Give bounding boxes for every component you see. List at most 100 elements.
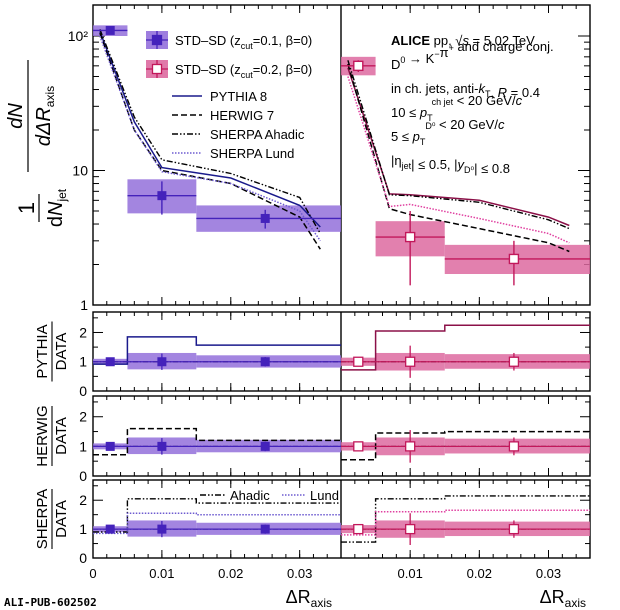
legend-std1-swatch-marker [151, 34, 163, 46]
info-seg: in ch. jets, anti- [391, 81, 478, 96]
left-ratio-marker [157, 357, 167, 367]
right-sherpa_ahadic-curve [347, 60, 570, 230]
info-seg: = 5.02 TeV [469, 33, 535, 48]
x-axis-label: ΔRaxis [286, 587, 332, 610]
left-sherpa_lund-curve [99, 35, 321, 242]
info-seg: c [498, 117, 505, 132]
info-seg: D⁰ [425, 121, 435, 131]
left-herwig-curve [99, 32, 321, 250]
legend-pythia-label: PYTHIA 8 [210, 89, 267, 104]
x-axis-label-sub: axis [565, 596, 586, 610]
legend-std1-label-sub: cut [241, 41, 254, 51]
x-axis-label-main: ΔR [540, 587, 565, 607]
info-seg: D [391, 57, 400, 72]
ratio-ylabel-data: DATA [53, 333, 70, 371]
ratio-ytick-label: 0 [79, 468, 87, 484]
right-ratio-marker [353, 523, 364, 535]
ylabel-ddr: dΔRaxis [33, 86, 57, 146]
left-ratio-marker [157, 524, 167, 534]
right-sherpa_lund-curve [347, 76, 570, 244]
ratio-ylabel-data: DATA [53, 500, 70, 538]
left-ratio-marker [260, 524, 270, 534]
info-seg: < 20 GeV/ [435, 117, 498, 132]
info-seg: π [440, 45, 449, 60]
info-seg: and charge conj. [454, 39, 554, 54]
x-tick-label: 0.01 [398, 566, 423, 581]
info-seg: D⁰ [464, 165, 474, 175]
left-ratio-marker [105, 357, 115, 367]
legend-std2-swatch-marker [151, 63, 163, 75]
info-line-2: D0 → K−π+ and charge conj. [391, 39, 554, 72]
ratio-legend-ahadic-label: Ahadic [230, 488, 270, 503]
left-ratio-pythia-step [93, 336, 341, 365]
x-axis-label: ΔRaxis [540, 587, 586, 610]
right-herwig-curve [347, 63, 570, 253]
ratio-y-label-2: HERWIG DATA [34, 405, 70, 466]
ylabel-d: d [45, 216, 67, 227]
info-seg: R [498, 85, 507, 100]
ratio-ytick-label: 0 [79, 550, 87, 566]
info-seg: + [449, 43, 454, 53]
right-ratio-sherpa_ahadic-step [341, 495, 590, 543]
ratio-y-label-3: SHERPA DATA [34, 489, 70, 550]
ratio-ytick-label: 2 [79, 324, 87, 340]
ylabel-njet-sub: jet [55, 188, 69, 202]
right-ratio-marker [405, 441, 416, 452]
x-tick-label: 0.01 [149, 566, 174, 581]
info-line-6: |ηjet| ≤ 0.5, |yD⁰| ≤ 0.8 [391, 153, 510, 176]
info-seg: , [490, 85, 497, 100]
info-seg: ALICE [391, 33, 430, 48]
info-seg: p [412, 129, 420, 144]
ratio-ytick-label: 1 [79, 438, 87, 454]
right-ratio-marker [508, 356, 520, 367]
legend-std2-label-a: STD–SD (z [175, 62, 241, 77]
right-ratio-marker [508, 523, 520, 535]
x-tick-label: 0.02 [218, 566, 243, 581]
info-seg: k [478, 81, 486, 96]
info-seg: |η [391, 153, 402, 168]
right-ratio-pythia-step [341, 324, 590, 371]
right-ratio-marker [405, 523, 416, 535]
info-seg: ch jet [432, 97, 454, 107]
ylabel-dn: dN [5, 103, 27, 129]
x-tick-label: 0.03 [287, 566, 312, 581]
legend-std2-label-sub: cut [241, 70, 254, 80]
info-seg: − [434, 49, 439, 59]
right-ratio-marker [508, 441, 520, 452]
legend-std1-label-a: STD–SD (z [175, 33, 241, 48]
ratio-ytick-label: 2 [79, 492, 87, 508]
left-data-marker-1 [157, 191, 167, 201]
ratio-ylabel-model: HERWIG [34, 405, 51, 466]
info-line-5: 5 ≤ pT D⁰ < 20 GeV/c [391, 117, 505, 147]
legend-sherpa_lund-label: SHERPA Lund [210, 146, 294, 161]
ylabel-n: N [45, 201, 67, 216]
info-seg: c [516, 93, 523, 108]
info-seg: → K [405, 51, 434, 66]
left-ratio-sherpa_ahadic-step [93, 498, 341, 533]
legend-std1-label-b: =0.1, β=0) [253, 33, 313, 48]
legend-sherpa_ahadic-label: SHERPA Ahadic [210, 127, 305, 142]
info-seg: y [457, 157, 466, 172]
info-seg: p [419, 105, 427, 120]
ylabel-njet: dNjet [45, 188, 69, 227]
ratio-ylabel-model: PYTHIA [34, 324, 51, 378]
right-data-marker-1 [404, 231, 416, 243]
y-tick-label: 10² [68, 28, 89, 44]
ratio-ytick-label: 0 [79, 383, 87, 399]
y-tick-label: 10 [72, 162, 88, 178]
left-ratio-marker [260, 357, 270, 367]
x-tick-label: 0 [89, 566, 96, 581]
left-ratio-herwig-step [93, 427, 341, 456]
left-pythia-curve [99, 31, 321, 228]
info-seg: 0 [400, 55, 405, 65]
legend-herwig-label: HERWIG 7 [210, 108, 274, 123]
info-seg: < 20 GeV/ [453, 93, 516, 108]
info-line-1: ALICE pp, √s = 5.02 TeV [391, 33, 535, 48]
ratio-ytick-label: 2 [79, 409, 87, 425]
x-axis-label-sub: axis [311, 596, 332, 610]
x-tick-label: 0.02 [467, 566, 492, 581]
legend-std1-label: STD–SD (zcut=0.1, β=0) [175, 33, 312, 51]
left-data-marker-2 [260, 213, 270, 223]
